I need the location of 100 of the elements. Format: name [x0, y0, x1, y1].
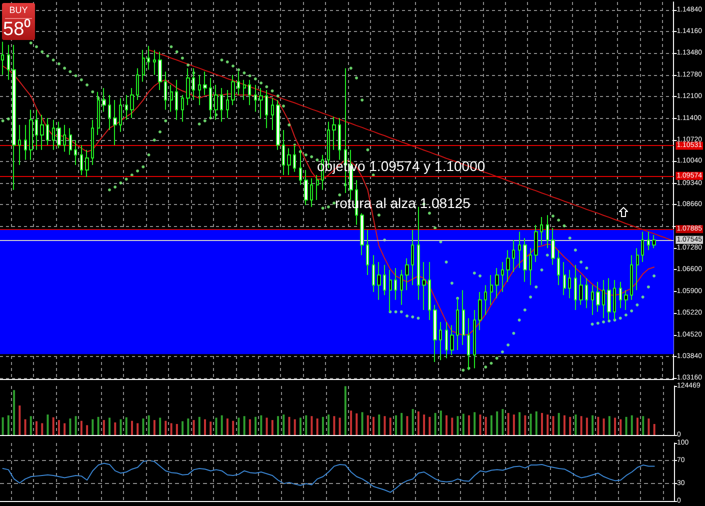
candlestick: [85, 149, 89, 178]
bar: [394, 415, 397, 435]
candlestick: [338, 118, 341, 160]
bar: [541, 412, 544, 435]
candlestick: [91, 119, 94, 166]
candlestick: [40, 114, 44, 150]
bar: [558, 412, 560, 435]
candlestick: [108, 94, 111, 130]
candlestick: [147, 45, 150, 70]
bar: [266, 418, 268, 435]
candlestick: [394, 268, 397, 300]
bar: [322, 416, 324, 435]
bar: [378, 414, 380, 435]
candlestick: [652, 234, 656, 249]
candlestick: [158, 51, 162, 90]
bar: [535, 411, 538, 435]
candlestick: [591, 284, 594, 316]
candlestick: [332, 116, 336, 150]
candlestick: [310, 178, 313, 208]
bar: [356, 413, 358, 435]
candlestick: [136, 68, 139, 101]
candlestick: [478, 292, 482, 331]
candlestick: [271, 98, 274, 130]
annotation: BUY: [8, 5, 29, 16]
bar: [170, 423, 172, 435]
candlestick: [377, 262, 381, 300]
bar: [333, 416, 336, 435]
candlestick: [52, 119, 55, 150]
bar: [417, 411, 420, 435]
bar: [130, 420, 133, 435]
bar: [586, 418, 588, 435]
bar: [316, 418, 318, 435]
bar: [446, 415, 448, 435]
bar: [462, 414, 464, 435]
bar: [136, 423, 139, 435]
bar: [271, 420, 274, 435]
bar: [428, 416, 431, 435]
candlestick: [529, 248, 532, 286]
candlestick: [170, 84, 173, 112]
bar: [187, 418, 190, 435]
candlestick: [29, 109, 33, 160]
bar: [546, 414, 549, 435]
bar: [243, 416, 246, 435]
candlestick: [287, 148, 291, 176]
bar: [372, 416, 375, 435]
bar: [338, 418, 341, 435]
candlestick: [259, 88, 263, 118]
candlestick: [400, 269, 403, 306]
bar: [164, 420, 167, 435]
bar: [456, 416, 459, 435]
candlestick: [534, 224, 538, 263]
bar: [479, 414, 482, 435]
candlestick: [181, 94, 184, 122]
bar: [648, 418, 650, 435]
candlestick: [619, 281, 622, 309]
candlestick: [366, 229, 369, 276]
candlestick: [237, 71, 240, 96]
bar: [451, 418, 454, 435]
candlestick: [630, 254, 633, 300]
candlestick: [153, 49, 156, 76]
candlestick: [226, 89, 229, 118]
candlestick: [12, 44, 16, 190]
bar: [474, 412, 476, 435]
candlestick: [57, 121, 61, 149]
bar: [569, 416, 572, 435]
candlestick: [125, 94, 128, 120]
bar: [642, 416, 644, 435]
bar: [350, 410, 352, 435]
bar: [52, 417, 54, 435]
candlestick: [248, 79, 251, 106]
candlestick: [417, 206, 420, 300]
bar: [108, 418, 111, 435]
candlestick: [63, 124, 66, 152]
bar: [620, 419, 622, 435]
bar: [294, 419, 296, 435]
candlestick: [574, 264, 577, 310]
candlestick: [428, 262, 431, 321]
candlestick: [462, 290, 465, 346]
bar: [24, 419, 26, 435]
bar: [64, 423, 66, 435]
bar: [507, 412, 510, 435]
candlestick: [636, 248, 639, 291]
bar: [406, 416, 408, 435]
bar: [176, 424, 178, 435]
candlestick: [523, 238, 527, 282]
bar: [592, 415, 594, 435]
bar: [530, 414, 532, 435]
candlestick: [411, 229, 414, 286]
bar: [344, 386, 346, 435]
bar: [215, 418, 218, 435]
candlestick: [512, 239, 515, 272]
candlestick: [35, 109, 38, 150]
candlestick: [360, 212, 364, 256]
candlestick: [602, 280, 605, 319]
candlestick: [495, 268, 499, 299]
candlestick: [276, 100, 280, 150]
candlestick: [119, 98, 122, 132]
candlestick: [243, 79, 246, 101]
candlestick: [1, 41, 4, 76]
candlestick: [113, 100, 117, 146]
